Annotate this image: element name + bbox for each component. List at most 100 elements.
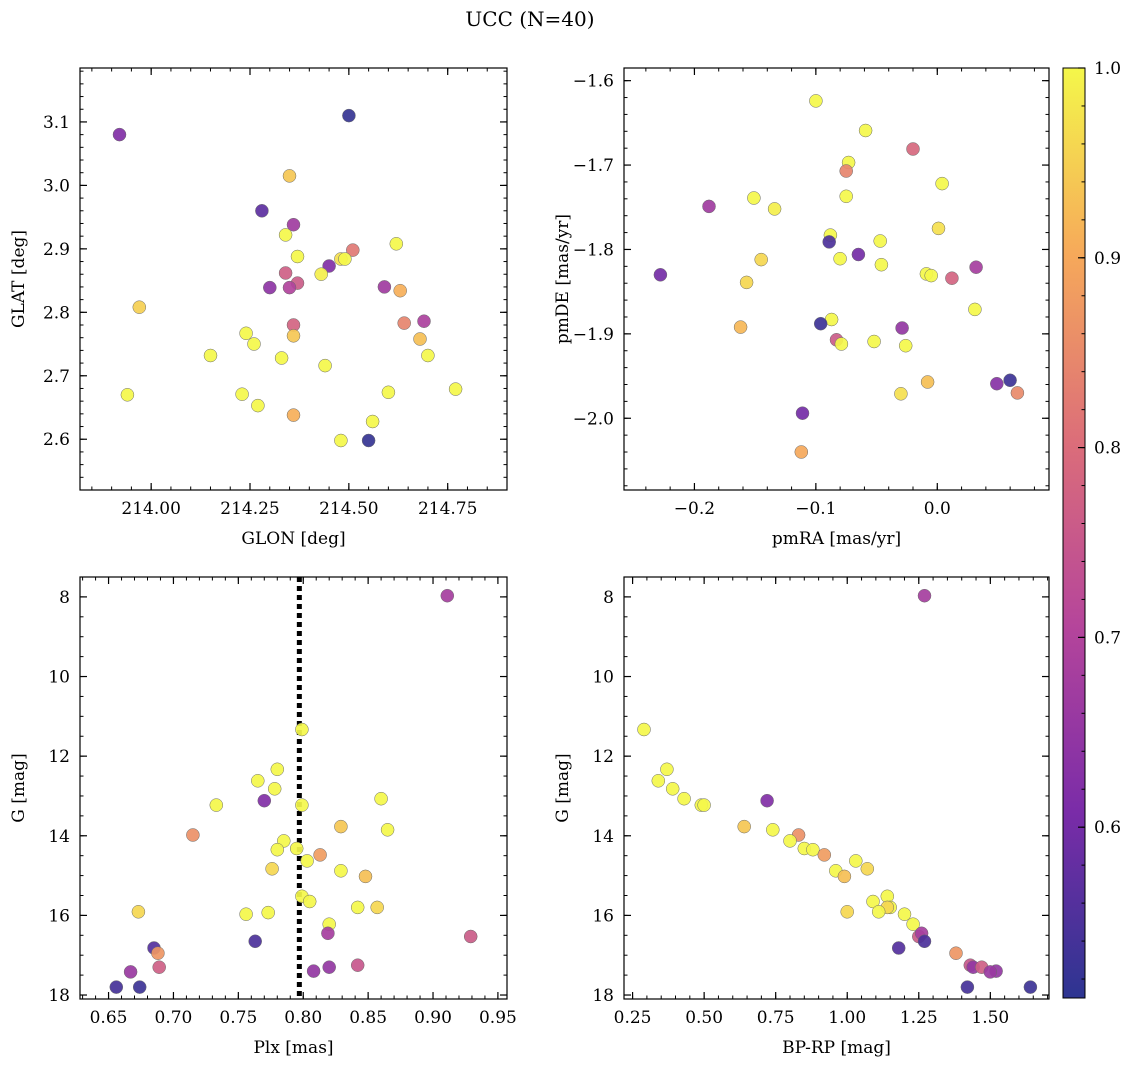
scatter-point: [186, 828, 200, 842]
x-tick-label: 0.75: [219, 1008, 257, 1028]
scatter-point: [924, 268, 938, 283]
scatter-point: [257, 793, 272, 808]
y-axis-label: GLAT [deg]: [9, 230, 29, 328]
scatter-point: [873, 234, 887, 248]
scatter-point: [358, 869, 373, 884]
x-tick-label: 214.25: [220, 499, 279, 519]
scatter-point: [697, 798, 711, 812]
scatter-point: [839, 164, 853, 178]
scatter-point: [660, 762, 674, 777]
scatter-point: [1023, 980, 1038, 994]
x-tick-label: 0.75: [757, 1008, 795, 1028]
x-tick-label: 214.50: [319, 499, 378, 519]
scatter-point: [374, 791, 388, 806]
x-tick-label: −0.2: [674, 499, 715, 519]
scatter-point: [858, 123, 873, 138]
scatter-point: [867, 334, 881, 349]
scatter-point: [968, 302, 982, 317]
scatter-point: [361, 433, 376, 448]
scatter-point: [813, 316, 828, 331]
scatter-point: [380, 823, 395, 837]
scatter-point: [860, 862, 875, 876]
scatter-point: [421, 348, 435, 363]
panel-1: 214.00 214.25 214.50 214.75 2.6 2.7 2.8 2.9 3.0 3…: [9, 67, 508, 549]
scatter-point: [132, 980, 147, 994]
scatter-point: [806, 842, 820, 857]
scatter-point: [209, 798, 224, 812]
scatter-point: [286, 408, 301, 422]
colorbar-ticks: 0.6 0.7 0.8 0.9 1.0: [1078, 59, 1121, 980]
scatter-point: [840, 905, 854, 919]
scatter-point: [651, 774, 666, 788]
x-tick-label: 214.75: [418, 499, 477, 519]
scatter-point: [346, 243, 360, 257]
y-axis-label: G [mag]: [9, 753, 29, 822]
scatter-point: [747, 191, 761, 205]
y-tick-label: 10: [48, 668, 70, 688]
scatter-point: [334, 433, 348, 448]
scatter-point: [440, 588, 455, 603]
axes-frame: [623, 67, 1050, 491]
scatter-point: [235, 387, 249, 401]
scatter-point: [152, 960, 166, 974]
scatter-point: [289, 841, 304, 856]
scatter-point: [239, 326, 253, 341]
colorbar-tick-label: 0.8: [1094, 439, 1121, 459]
x-tick-label: 1.50: [971, 1008, 1009, 1028]
scatter-point: [151, 946, 165, 960]
scatter-point: [247, 337, 261, 351]
x-tick-label: 0.95: [479, 1008, 517, 1028]
x-axis-label: BP-RP [mag]: [782, 1038, 891, 1058]
axes-frame: [623, 576, 1050, 1000]
scatter-point: [278, 266, 293, 280]
x-tick-label: 0.0: [924, 499, 951, 519]
scatter-point: [822, 235, 836, 249]
scatter-point: [983, 965, 998, 979]
scatter-point: [248, 934, 262, 949]
scatter-point: [270, 762, 285, 777]
panel-4: 0.25 0.50 0.75 1.00 1.25 1.50 8 10 12 14 16 18 BP-RP…: [553, 576, 1050, 1058]
scatter-point: [817, 848, 832, 862]
scatter-point: [350, 900, 365, 915]
scatter-point: [120, 388, 135, 402]
scatter-point: [637, 722, 651, 737]
axes-frame: [79, 576, 508, 1000]
scatter-point: [702, 199, 716, 214]
scatter-point: [255, 204, 269, 218]
x-tick-label: 0.65: [90, 1008, 128, 1028]
y-tick-label: 10: [592, 668, 614, 688]
scatter-point: [270, 842, 285, 857]
scatter-points: [109, 588, 478, 994]
scatter-point: [267, 782, 282, 796]
scatter-point: [894, 387, 908, 401]
y-tick-label: −1.9: [573, 325, 614, 345]
scatter-point: [417, 314, 431, 328]
y-tick-label: 2.6: [43, 430, 70, 450]
scatter-point: [322, 259, 336, 273]
y-tick-label: 12: [592, 747, 614, 767]
scatter-point: [839, 189, 853, 204]
scatter-point: [282, 169, 297, 183]
figure-title: UCC (N=40): [465, 7, 594, 31]
y-axis-label: pmDE [mas/yr]: [553, 214, 573, 344]
y-tick-label: −1.6: [573, 72, 614, 92]
scatter-point: [112, 127, 127, 142]
scatter-point: [448, 382, 463, 396]
scatter-point: [263, 280, 277, 295]
scatter-point: [767, 202, 782, 216]
scatter-point: [393, 283, 407, 298]
y-tick-label: 18: [592, 986, 614, 1006]
scatter-point: [318, 358, 332, 373]
scatter-point: [754, 252, 768, 267]
scatter-point: [653, 268, 668, 282]
y-tick-label: −1.7: [573, 156, 614, 176]
scatter-point: [895, 321, 909, 335]
scatter-point: [370, 900, 384, 915]
x-axis-label: GLON [deg]: [241, 529, 345, 549]
scatter-point: [891, 941, 906, 955]
scatter-point: [949, 946, 963, 960]
x-tick-label: −0.1: [795, 499, 836, 519]
scatter-point: [837, 869, 852, 884]
colorbar-gradient: [1062, 67, 1086, 999]
scatter-point: [906, 917, 920, 931]
